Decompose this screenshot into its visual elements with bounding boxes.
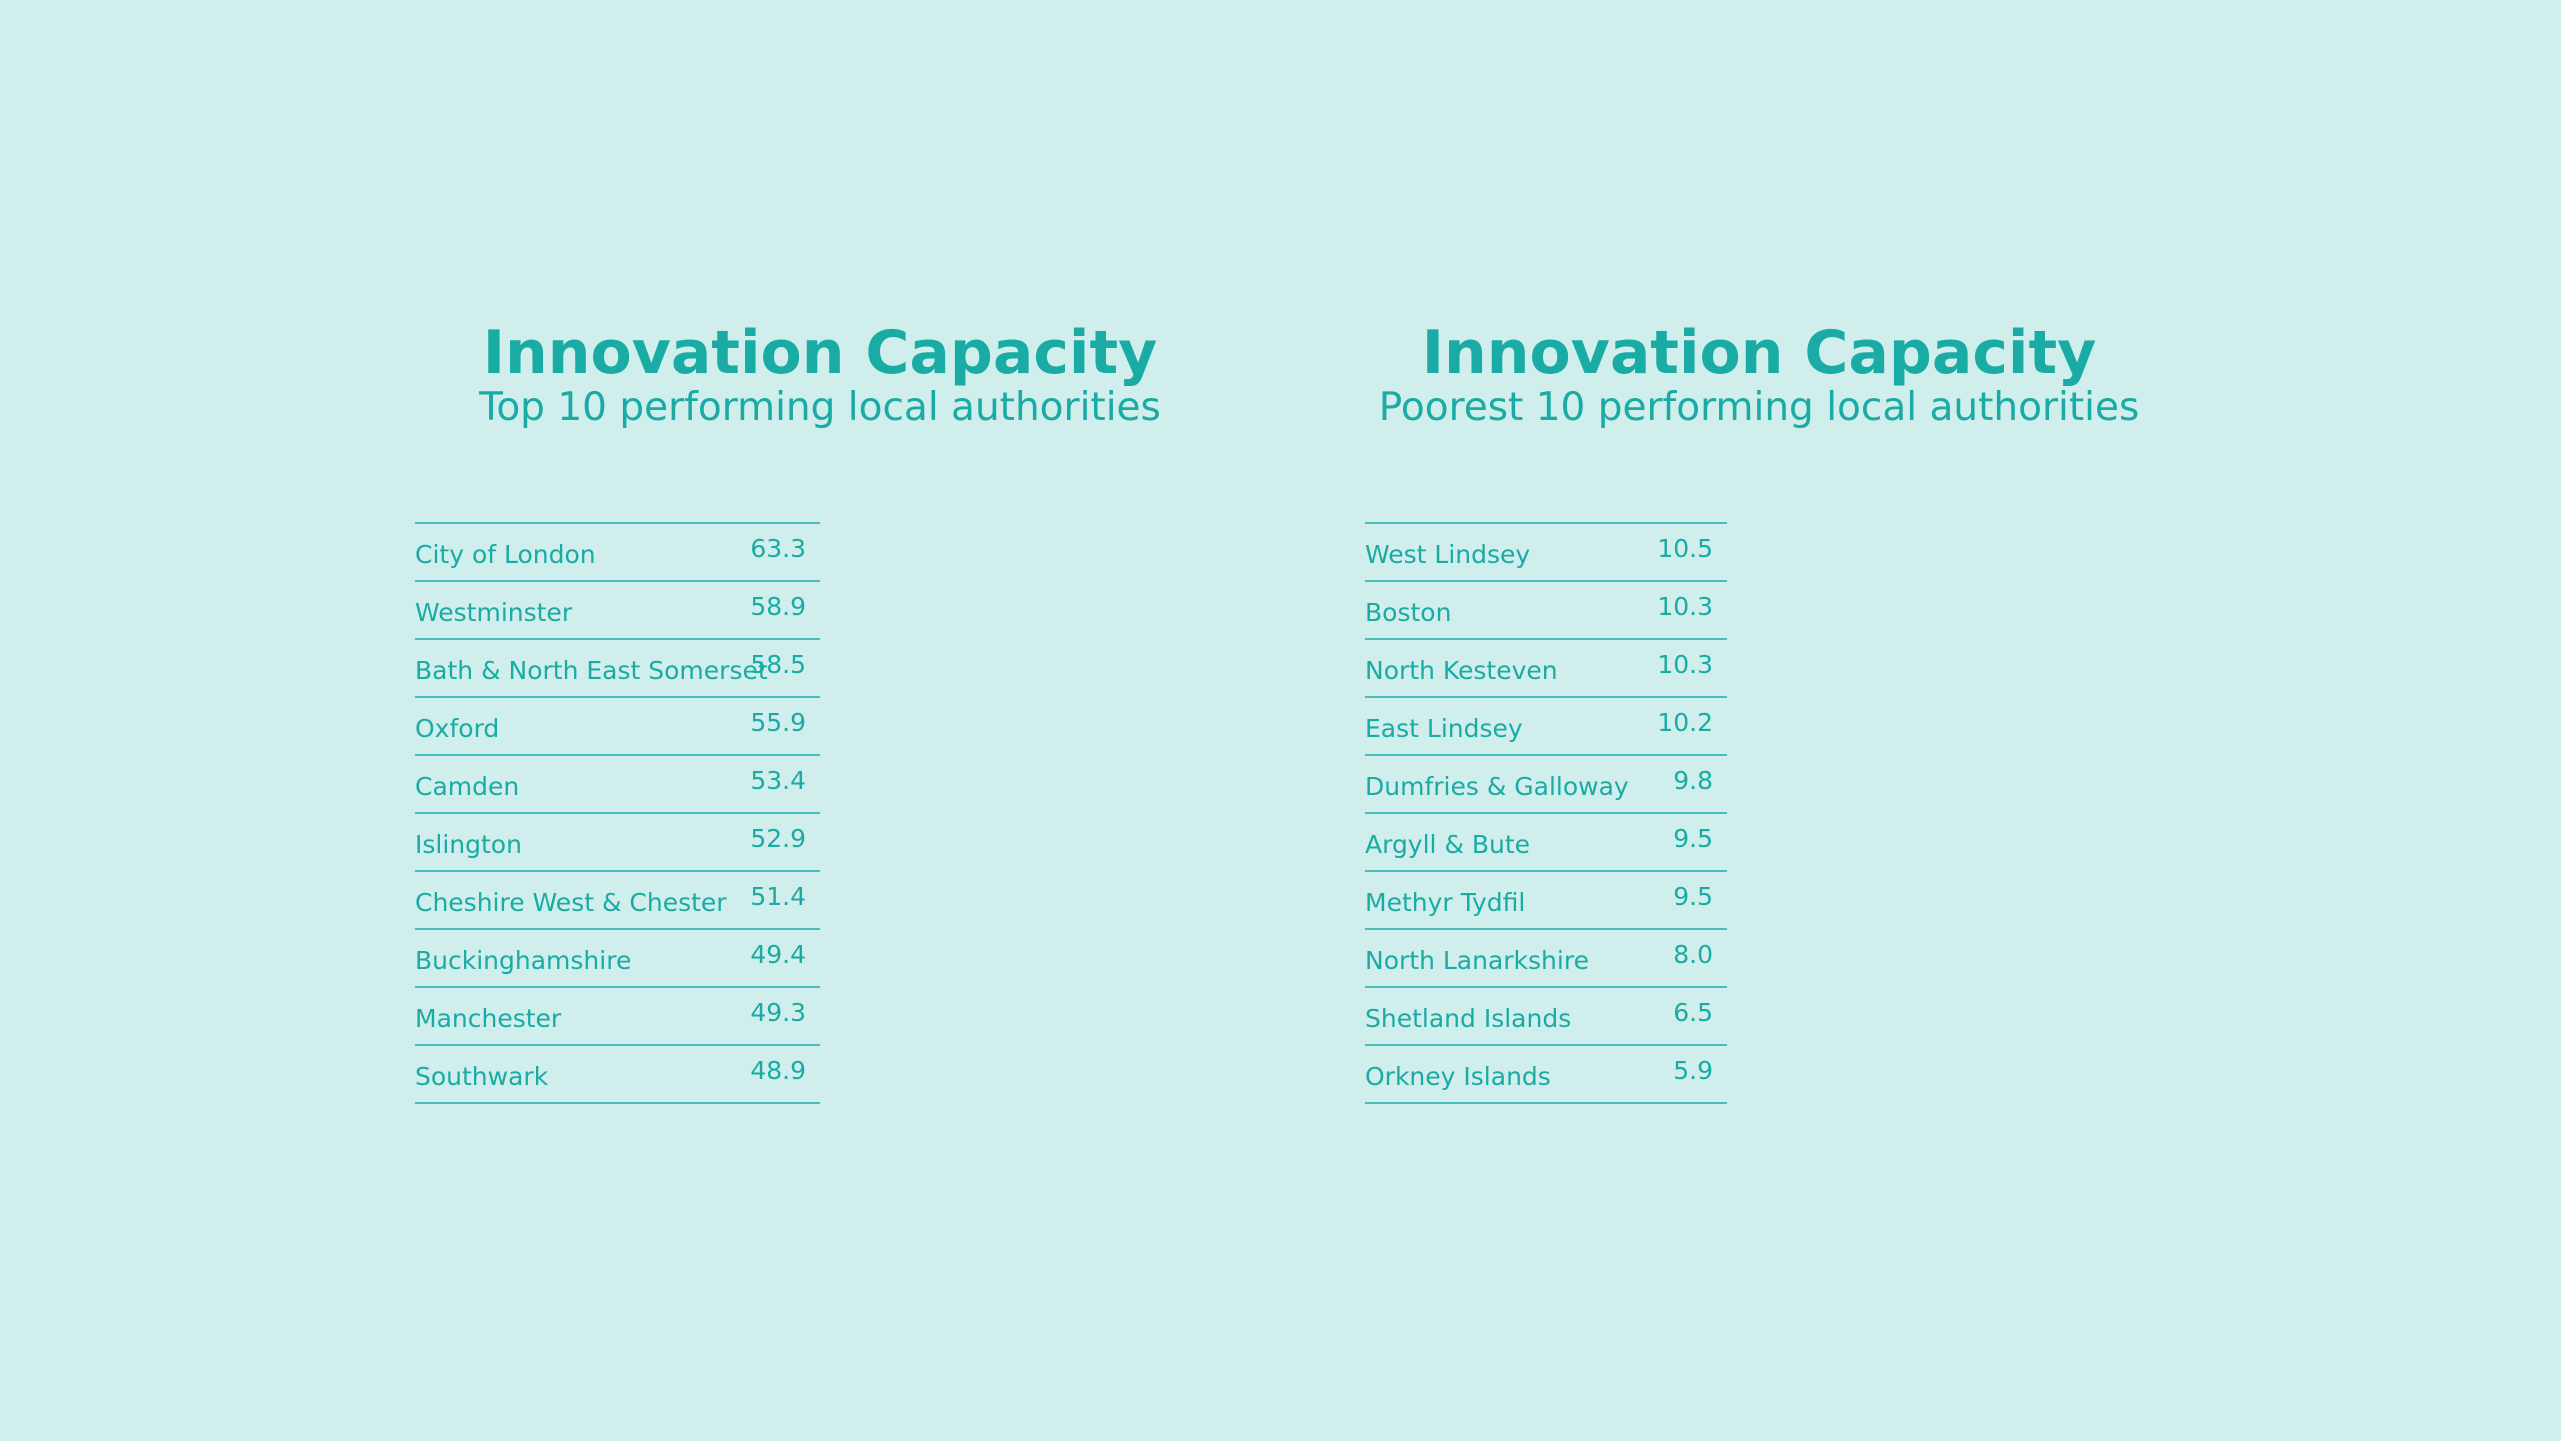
- table-row: Boston 10.3: [1365, 582, 1727, 640]
- authority-name: Westminster: [415, 598, 573, 627]
- score: 48.9: [750, 1056, 806, 1085]
- authority-name: Boston: [1365, 598, 1452, 627]
- table-row: Camden 53.4: [415, 756, 820, 814]
- subtitle: Poorest 10 performing local authorities: [1378, 385, 2140, 430]
- authority-name: Buckinghamshire: [415, 946, 632, 975]
- panel: Innovation Capacity Poorest 10 performin…: [1309, 0, 2209, 1441]
- score: 58.9: [750, 592, 806, 621]
- authority-name: West Lindsey: [1365, 540, 1531, 569]
- score: 9.5: [1673, 882, 1713, 911]
- authority-name: Oxford: [415, 714, 500, 743]
- authority-name: North Lanarkshire: [1365, 946, 1589, 975]
- score: 10.3: [1657, 650, 1713, 679]
- table-row: Methyr Tydfil 9.5: [1365, 872, 1727, 930]
- authority-name: Camden: [415, 772, 520, 801]
- score: 58.5: [750, 650, 806, 679]
- table-row: West Lindsey 10.5: [1365, 524, 1727, 582]
- authority-name: East Lindsey: [1365, 714, 1523, 743]
- authority-name: City of London: [415, 540, 596, 569]
- table: City of London 63.3 Westminster 58.9 Bath & …: [415, 522, 820, 1104]
- table-row: Cheshire West & Chester 51.4: [415, 872, 820, 930]
- authority-name: Cheshire West & Chester: [415, 888, 727, 917]
- authority-name: Dumfries & Galloway: [1365, 772, 1629, 801]
- table-row: Argyll & Bute 9.5: [1365, 814, 1727, 872]
- authority-name: Shetland Islands: [1365, 1004, 1572, 1033]
- authority-name: North Kesteven: [1365, 656, 1558, 685]
- table-row: Southwark 48.9: [415, 1046, 820, 1104]
- title: Innovation Capacity: [482, 318, 1158, 388]
- authority-name: Bath & North East Somerset: [415, 656, 768, 685]
- table-row: North Lanarkshire 8.0: [1365, 930, 1727, 988]
- table-row: Manchester 49.3: [415, 988, 820, 1046]
- table-row: Dumfries & Galloway 9.8: [1365, 756, 1727, 814]
- score: 10.2: [1657, 708, 1713, 737]
- score: 8.0: [1673, 940, 1713, 969]
- table-row: Oxford 55.9: [415, 698, 820, 756]
- table-row: North Kesteven 10.3: [1365, 640, 1727, 698]
- table-row: Orkney Islands 5.9: [1365, 1046, 1727, 1104]
- score: 5.9: [1673, 1056, 1713, 1085]
- score: 52.9: [750, 824, 806, 853]
- authority-name: Methyr Tydfil: [1365, 888, 1526, 917]
- authority-name: Orkney Islands: [1365, 1062, 1551, 1091]
- table-row: Westminster 58.9: [415, 582, 820, 640]
- score: 9.8: [1673, 766, 1713, 795]
- subtitle: Top 10 performing local authorities: [479, 385, 1161, 430]
- score: 49.3: [750, 998, 806, 1027]
- title: Innovation Capacity: [1421, 318, 2097, 388]
- table-row: City of London 63.3: [415, 524, 820, 582]
- table-row: East Lindsey 10.2: [1365, 698, 1727, 756]
- table: West Lindsey 10.5 Boston 10.3 North Kesteven…: [1365, 522, 1727, 1104]
- score: 53.4: [750, 766, 806, 795]
- score: 9.5: [1673, 824, 1713, 853]
- score: 51.4: [750, 882, 806, 911]
- authority-name: Manchester: [415, 1004, 562, 1033]
- authority-name: Islington: [415, 830, 522, 859]
- table-row: Bath & North East Somerset 58.5: [415, 640, 820, 698]
- panel: Innovation Capacity Top 10 performing lo…: [370, 0, 1270, 1441]
- table-row: Buckinghamshire 49.4: [415, 930, 820, 988]
- score: 55.9: [750, 708, 806, 737]
- score: 6.5: [1673, 998, 1713, 1027]
- authority-name: Southwark: [415, 1062, 549, 1091]
- score: 10.3: [1657, 592, 1713, 621]
- score: 49.4: [750, 940, 806, 969]
- score: 10.5: [1657, 534, 1713, 563]
- table-row: Islington 52.9: [415, 814, 820, 872]
- table-row: Shetland Islands 6.5: [1365, 988, 1727, 1046]
- score: 63.3: [750, 534, 806, 563]
- authority-name: Argyll & Bute: [1365, 830, 1531, 859]
